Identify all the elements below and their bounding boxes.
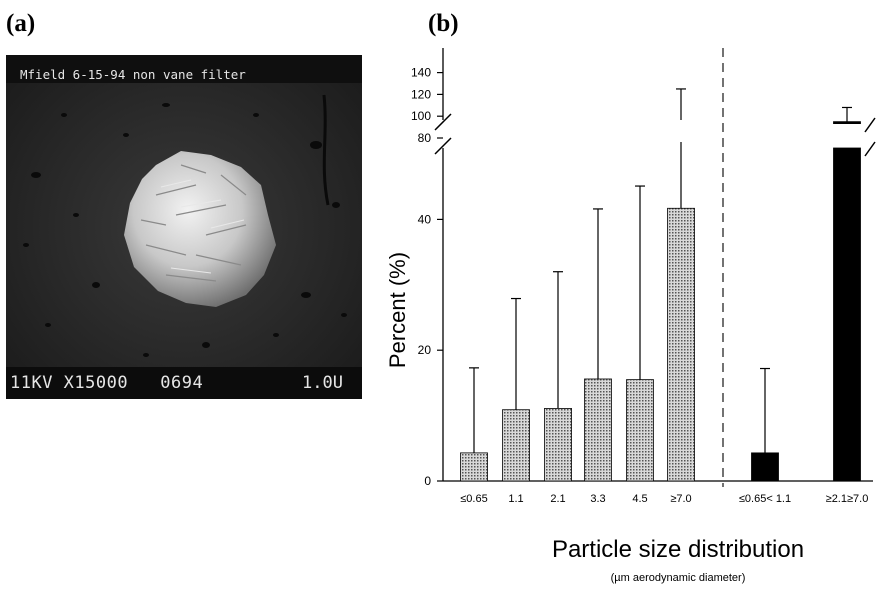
category-label: 2.1 (550, 493, 565, 505)
stippled-bar (584, 378, 612, 482)
category-label: ≤0.65< 1.1 (739, 493, 791, 505)
stippled-bar (667, 207, 695, 482)
micrograph-scale-label: 1.0U (302, 373, 343, 393)
stippled-bar (502, 409, 530, 482)
y-tick-label: 20 (418, 343, 432, 357)
axis-break-mark (434, 113, 452, 131)
y-axis-label: Percent (%) (385, 252, 410, 368)
y-tick-label: 40 (418, 212, 432, 226)
x-axis-label: Particle size distribution (551, 536, 805, 563)
y-tick-label: 120 (411, 87, 431, 101)
y-tick-label: 80 (418, 131, 432, 145)
stippled-bar (544, 408, 572, 482)
chart-bars (460, 88, 862, 482)
axis-break-mark (434, 137, 452, 155)
axis-break-mark (864, 117, 876, 133)
category-label: 3.3 (590, 493, 605, 505)
axis-break-mark (864, 141, 876, 157)
micrograph-settings-label: 11KV X15000 0694 (10, 373, 204, 393)
micrograph-header-label: Mfield 6-15-94 non vane filter (20, 67, 246, 82)
category-label: ≤0.65 (460, 493, 487, 505)
solid-bar-upper (833, 121, 861, 125)
y-tick-label: 0 (424, 474, 431, 488)
chart-axes: 0 20 40 80 100 120 140 (411, 48, 876, 488)
x-axis-sublabel: (µm aerodynamic diameter) (610, 572, 746, 584)
solid-bar (833, 147, 861, 482)
panel-label-b: (b) (428, 10, 459, 37)
category-label: 1.1 (508, 493, 523, 505)
stippled-bar (460, 452, 488, 482)
y-tick-label: 100 (411, 109, 431, 123)
y-tick-label: 140 (411, 66, 431, 80)
category-label: ≥7.0 (670, 493, 691, 505)
category-label: ≥2.1≥7.0 (826, 493, 869, 505)
particle-size-chart: Percent (%) 0 20 40 80 100 120 140 ≤0.65 1.1 2.1… (385, 48, 876, 505)
bar-break-gap (832, 124, 862, 144)
micrograph-image (6, 55, 362, 399)
stippled-bar (626, 379, 654, 482)
chart-category-labels: ≤0.65 1.1 2.1 3.3 4.5 ≥7.0 ≤0.65< 1.1 ≥2.1≥7.0 (460, 493, 868, 505)
sem-micrograph: Mfield 6-15-94 non vane filter 11KV X150… (6, 55, 362, 399)
category-label: 4.5 (632, 493, 647, 505)
solid-bar (751, 452, 779, 482)
panel-label-a: (a) (6, 10, 36, 37)
